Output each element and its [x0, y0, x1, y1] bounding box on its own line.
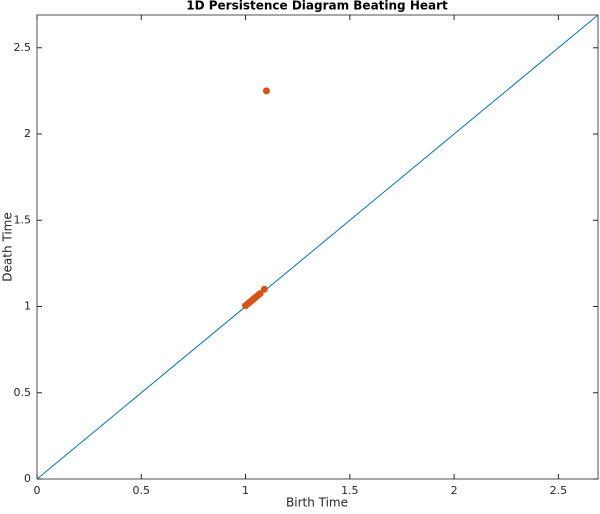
- x-tick-label: 1: [242, 484, 249, 497]
- y-tick-label: 2: [24, 127, 31, 140]
- point: [260, 285, 268, 293]
- y-tick-label: 0: [24, 472, 31, 485]
- y-tick-label: 2.5: [14, 41, 32, 54]
- x-tick-label: 2.5: [550, 484, 568, 497]
- x-tick-label: 0.5: [133, 484, 151, 497]
- y-tick-label: 0.5: [14, 386, 32, 399]
- y-tick-label: 1.5: [14, 213, 32, 226]
- point: [256, 290, 264, 298]
- y-axis-label: Death Time: [1, 212, 15, 281]
- x-tick-label: 1.5: [341, 484, 359, 497]
- point: [262, 87, 270, 95]
- diagonal-line: [36, 14, 599, 480]
- x-axis-label: Birth Time: [286, 496, 348, 510]
- chart-title: 1D Persistence Diagram Beating Heart: [186, 0, 448, 13]
- x-tick-label: 0: [34, 484, 41, 497]
- y-tick-label: 1: [24, 300, 31, 313]
- plot-box: [36, 14, 599, 480]
- x-tick-label: 2: [451, 484, 458, 497]
